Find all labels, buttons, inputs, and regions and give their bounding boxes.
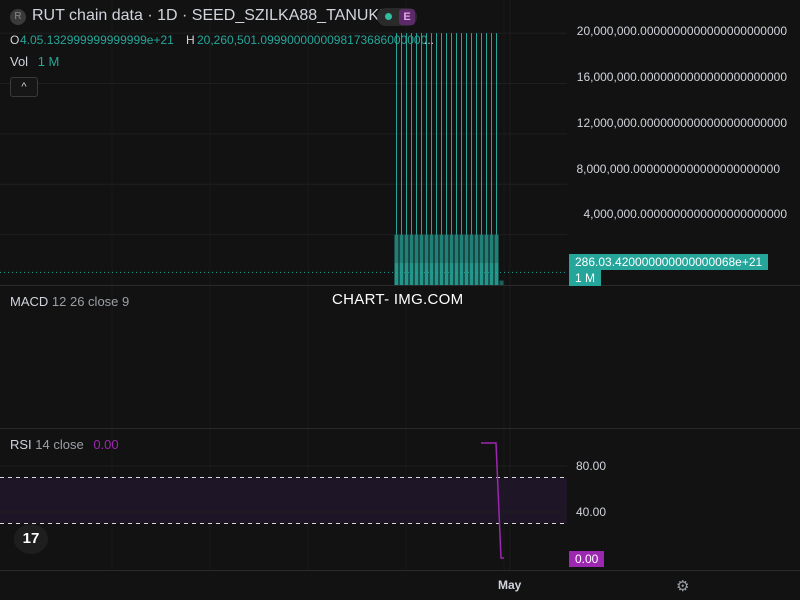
- candle-body: [429, 234, 434, 285]
- rsi-value: 0.00: [93, 437, 119, 452]
- volume-bar: [449, 263, 454, 285]
- volume-bar: [399, 263, 404, 285]
- rsi-name: RSI: [10, 437, 32, 452]
- ohlc-high-value: 20,260,501.0999000000098173686000000: [197, 33, 428, 47]
- candle-body: [474, 234, 479, 285]
- ohlc-open-value: 4.05.132999999999999e+21: [20, 33, 174, 47]
- candle-body: [494, 234, 499, 285]
- candles-group: [394, 33, 499, 285]
- ohlc-more: ...: [424, 33, 435, 47]
- candle-body: [394, 234, 399, 285]
- volume-bar: [404, 263, 409, 285]
- candle-body: [479, 234, 484, 285]
- volume-bar: [464, 263, 469, 285]
- volume-bar: [479, 263, 484, 285]
- tradingview-logo-icon[interactable]: 17: [14, 524, 48, 554]
- macd-name: MACD: [10, 294, 49, 309]
- candle-body: [459, 234, 464, 285]
- chevron-up-icon: ^: [21, 81, 27, 93]
- volume-bar: [489, 263, 494, 285]
- candle-body: [484, 234, 489, 285]
- price-axis-label: 12,000,000.0000000000000000000000: [576, 116, 787, 130]
- volume-bar: [394, 263, 399, 285]
- candle-body: [424, 234, 429, 285]
- volume-value: 1 M: [37, 54, 60, 69]
- volume-legend: Vol 1 M: [10, 54, 59, 69]
- volume-bar: [439, 263, 444, 285]
- volume-bar: [419, 263, 424, 285]
- market-status-icon: [385, 13, 392, 20]
- rsi-legend[interactable]: RSI 14 close 0.00: [10, 437, 119, 452]
- rsi-line: [481, 442, 504, 559]
- volume-bar: [484, 263, 489, 285]
- volume-bar: [459, 263, 464, 285]
- rsi-axis-label: 80.00: [575, 459, 606, 473]
- candle-body: [449, 234, 454, 285]
- candle-body: [409, 234, 414, 285]
- volume-bar: [454, 263, 459, 285]
- rsi-band-fill: [0, 477, 567, 524]
- candle-body: [464, 234, 469, 285]
- candle-body: [414, 234, 419, 285]
- rsi-value-tag: 0.00: [569, 551, 605, 567]
- candle-body: [399, 234, 404, 285]
- time-axis-label: May: [498, 578, 522, 592]
- chart-title[interactable]: RUT chain data · 1D · SEED_SZILKA88_TANU…: [32, 7, 384, 24]
- volume-label: Vol: [10, 54, 29, 69]
- price-axis-label: 16,000,000.0000000000000000000000: [576, 70, 787, 84]
- candle-body: [489, 234, 494, 285]
- volume-bar: [444, 263, 449, 285]
- macd-legend[interactable]: MACD 12 26 close 9: [10, 294, 129, 309]
- symbol-logo-icon: R: [10, 9, 26, 25]
- ohlc-high-label: H: [186, 33, 195, 47]
- rsi-group: [0, 442, 567, 559]
- settings-gear-icon[interactable]: ⚙: [676, 578, 690, 595]
- candle-body: [434, 234, 439, 285]
- candle-body: [469, 234, 474, 285]
- price-axis-label: 8,000,000.0000000000000000000000: [576, 162, 780, 176]
- volume-bar: [494, 263, 499, 285]
- candle-body: [404, 234, 409, 285]
- data-type-badge: E: [399, 9, 415, 25]
- candle-body: [444, 234, 449, 285]
- price-axis-label: 20,000,000.0000000000000000000000: [576, 24, 787, 38]
- rsi-params: 14 close: [35, 437, 84, 452]
- last-price-tag: 286.03.420000000000000068e+21: [569, 254, 769, 270]
- watermark: CHART- IMG.COM: [332, 291, 464, 308]
- volume-bar: [434, 263, 439, 285]
- volume-bar: [424, 263, 429, 285]
- collapse-legend-button[interactable]: ^: [10, 77, 38, 97]
- macd-params: 12 26 close 9: [51, 294, 130, 309]
- candle-body: [419, 234, 424, 285]
- volume-bar: [469, 263, 474, 285]
- candle-body: [454, 234, 459, 285]
- volume-bar: [474, 263, 479, 285]
- volume-tag: 1 M: [569, 270, 602, 286]
- pane-separators: [0, 285, 800, 571]
- volume-bars-group: [394, 263, 504, 285]
- candle-body: [439, 234, 444, 285]
- volume-bar: [409, 263, 414, 285]
- price-axis-label: 4,000,000.0000000000000000000000: [583, 207, 787, 221]
- volume-bar: [429, 263, 434, 285]
- rsi-axis-label: 40.00: [575, 505, 606, 519]
- volume-bar: [414, 263, 419, 285]
- ohlc-open-label: O: [10, 33, 20, 47]
- volume-bar: [499, 280, 504, 285]
